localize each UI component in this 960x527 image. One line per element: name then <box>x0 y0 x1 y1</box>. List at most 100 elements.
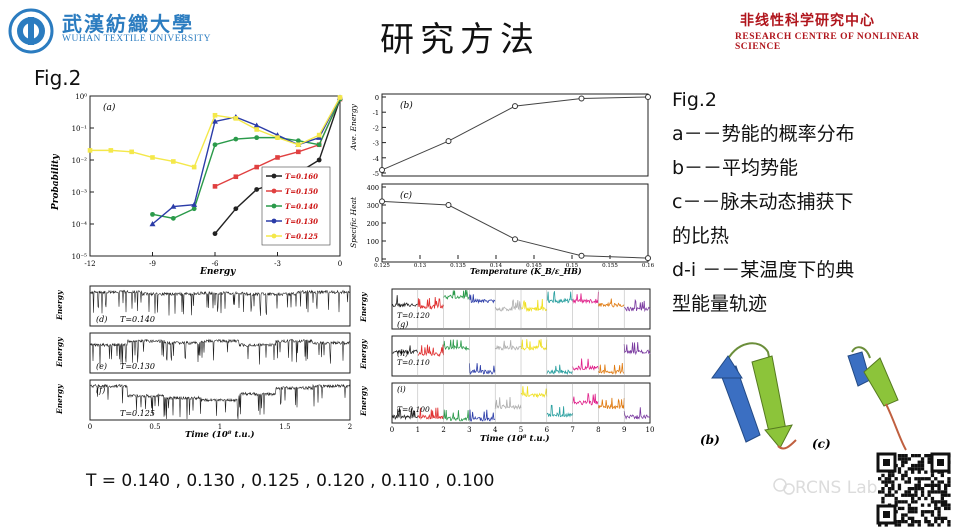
qr-module <box>907 510 911 514</box>
trace-segment <box>391 345 419 356</box>
trace-segment <box>469 294 496 305</box>
trace-segment <box>598 397 625 410</box>
data-point <box>275 135 280 140</box>
panel-g-ylabel: Energy <box>359 292 368 323</box>
qr-module <box>930 487 935 491</box>
qr-module <box>904 493 908 497</box>
series-line <box>152 97 341 225</box>
qr-module <box>917 460 921 464</box>
qr-module <box>934 490 938 494</box>
panel-g-label: (g) <box>397 320 408 329</box>
qr-finder-center <box>883 511 890 518</box>
legend-entry: T=0.125 <box>285 232 318 241</box>
qr-module <box>911 520 915 524</box>
watermark: RCNS Lab <box>795 478 878 498</box>
qr-module <box>920 513 925 517</box>
y-tick-label: 10⁻² <box>72 157 88 165</box>
trace-segment <box>546 404 573 418</box>
x-tick-label: 0.155 <box>602 263 618 269</box>
y-tick-label: -1 <box>373 109 379 117</box>
panel-f-ylabel: Energy <box>55 384 64 415</box>
qr-module <box>917 454 921 458</box>
data-point <box>108 148 114 153</box>
x-tick-label: -12 <box>84 260 95 268</box>
qr-module <box>917 463 921 468</box>
qr-module <box>947 477 951 481</box>
legend-marker <box>271 218 277 224</box>
qr-module <box>917 520 921 524</box>
series-line <box>152 98 341 220</box>
x-tick-label: 2 <box>441 426 445 434</box>
data-point <box>379 166 385 173</box>
qr-module <box>897 470 902 474</box>
qr-module <box>897 520 902 524</box>
qr-module <box>924 477 928 481</box>
y-tick-label: -3 <box>373 140 379 148</box>
qr-module <box>907 516 911 520</box>
qr-module <box>891 473 895 478</box>
qr-module <box>897 523 902 527</box>
data-point <box>253 122 260 128</box>
legend-entry: T=0.160 <box>285 172 318 181</box>
panel-h-ylabel: Energy <box>359 339 368 370</box>
x-tick-label: 0 <box>390 426 394 434</box>
qr-module <box>924 454 928 458</box>
qr-finder-center <box>883 459 890 466</box>
qr-module <box>901 493 905 497</box>
y-tick-label: 0 <box>375 94 379 102</box>
panel-a-ylabel: Probability <box>51 154 61 211</box>
x-tick-label: 7 <box>570 426 574 434</box>
qr-module <box>904 513 908 517</box>
qr-module <box>927 523 931 527</box>
qr-module <box>907 523 911 527</box>
qr-module <box>920 490 925 494</box>
data-point <box>87 148 93 153</box>
panel-b-label: (b) <box>400 100 413 111</box>
panel-c-xlabel: Temperature (K_B/ε_HB) <box>470 266 582 276</box>
protein-label-b: (b) <box>700 433 720 447</box>
qr-module <box>904 520 908 524</box>
panel-a-xlabel: Energy <box>199 267 236 277</box>
qr-finder-center <box>937 459 944 466</box>
data-point <box>233 174 239 180</box>
data-point <box>212 118 218 124</box>
qr-module <box>930 513 935 517</box>
qr-module <box>924 516 928 520</box>
panel-f-label: (f) <box>96 386 105 395</box>
qr-module <box>947 493 951 497</box>
qr-module <box>927 503 931 507</box>
data-point <box>645 255 651 262</box>
qr-module <box>937 506 941 511</box>
qr-module <box>904 473 908 478</box>
panel-e-ylabel: Energy <box>55 337 64 368</box>
notes-line: 型能量轨迹 <box>672 293 768 315</box>
qr-module <box>911 470 915 474</box>
qr-module <box>901 457 905 461</box>
x-tick-label: 6 <box>545 426 550 434</box>
wechat-icon <box>773 478 795 495</box>
data-point <box>445 138 452 145</box>
trace-segment <box>469 363 496 375</box>
qr-module <box>920 463 925 468</box>
qr-module <box>901 520 905 524</box>
qr-module <box>887 480 892 484</box>
qr-module <box>894 477 898 481</box>
x-tick-label: 2 <box>348 423 352 431</box>
qr-module <box>884 523 888 527</box>
y-tick-label: 10⁰ <box>75 93 87 101</box>
legend-marker <box>271 233 277 239</box>
trace-segment <box>623 298 651 313</box>
qr-module <box>937 513 941 517</box>
qr-module <box>927 483 931 487</box>
qr-module <box>904 490 908 494</box>
qr-module <box>901 454 905 458</box>
qr-module <box>937 480 941 484</box>
qr-module <box>914 467 918 471</box>
legend-marker <box>271 173 277 179</box>
qr-module <box>897 454 902 458</box>
qr-module <box>917 470 921 474</box>
qr-module <box>887 493 892 497</box>
qr-module <box>881 487 885 491</box>
university-name-en: WUHAN TEXTILE UNIVERSITY <box>62 34 212 44</box>
qr-module <box>911 496 915 501</box>
